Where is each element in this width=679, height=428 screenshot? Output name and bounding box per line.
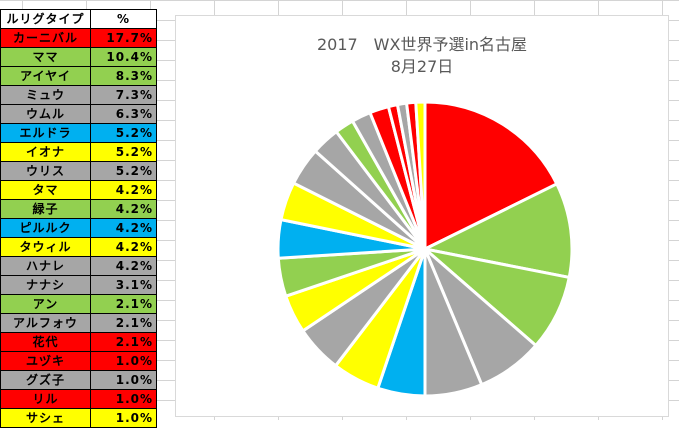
- table-row: ウムル 6.3%: [0, 104, 157, 124]
- percent-cell[interactable]: 17.7%: [90, 28, 157, 48]
- type-name-cell[interactable]: リル: [0, 389, 91, 409]
- table-row: 緑子 4.2%: [0, 199, 157, 219]
- type-name-cell[interactable]: 緑子: [0, 199, 91, 219]
- type-name-cell[interactable]: ママ: [0, 47, 91, 67]
- percent-cell[interactable]: 4.2%: [90, 256, 157, 276]
- type-name-cell[interactable]: サシェ: [0, 408, 91, 428]
- table-row: タマ 4.2%: [0, 180, 157, 200]
- type-name-cell[interactable]: アイヤイ: [0, 66, 91, 86]
- percent-cell[interactable]: 1.0%: [90, 351, 157, 371]
- table-row: グズ子 1.0%: [0, 370, 157, 390]
- type-name-cell[interactable]: カーニバル: [0, 28, 91, 48]
- type-name-cell[interactable]: ユヅキ: [0, 351, 91, 371]
- type-name-cell[interactable]: ウムル: [0, 104, 91, 124]
- table-row: タウィル 4.2%: [0, 237, 157, 257]
- table-row: ミュウ 7.3%: [0, 85, 157, 105]
- type-name-cell[interactable]: ナナシ: [0, 275, 91, 295]
- percent-cell[interactable]: 2.1%: [90, 332, 157, 352]
- chart-area[interactable]: 2017 WX世界予選in名古屋 8月27日: [175, 15, 669, 417]
- table-row: エルドラ 5.2%: [0, 123, 157, 143]
- percent-cell[interactable]: 10.4%: [90, 47, 157, 67]
- type-name-cell[interactable]: ウリス: [0, 161, 91, 181]
- table-row: カーニバル 17.7%: [0, 28, 157, 48]
- table-header-row: ルリグタイプ %: [0, 9, 157, 29]
- type-name-cell[interactable]: ハナレ: [0, 256, 91, 276]
- pie-slice-21[interactable]: [414, 100, 427, 250]
- table-row: アン 2.1%: [0, 294, 157, 314]
- chart-title: 2017 WX世界予選in名古屋: [316, 35, 528, 54]
- table-row: ウリス 5.2%: [0, 161, 157, 181]
- table-row: ママ 10.4%: [0, 47, 157, 67]
- percent-cell[interactable]: 4.2%: [90, 199, 157, 219]
- type-name-cell[interactable]: アン: [0, 294, 91, 314]
- percent-cell[interactable]: 7.3%: [90, 85, 157, 105]
- percent-cell[interactable]: 4.2%: [90, 180, 157, 200]
- type-name-cell[interactable]: タマ: [0, 180, 91, 200]
- usage-table: ルリグタイプ % カーニバル 17.7% ママ 10.4% アイヤイ 8.3% ミュウ 7.3…: [0, 9, 157, 428]
- percent-cell[interactable]: 2.1%: [90, 313, 157, 333]
- percent-cell[interactable]: 5.2%: [90, 123, 157, 143]
- header-type[interactable]: ルリグタイプ: [0, 9, 91, 29]
- table-row: アルフォウ 2.1%: [0, 313, 157, 333]
- table-row: 花代 2.1%: [0, 332, 157, 352]
- percent-cell[interactable]: 5.2%: [90, 142, 157, 162]
- percent-cell[interactable]: 1.0%: [90, 370, 157, 390]
- percent-cell[interactable]: 4.2%: [90, 237, 157, 257]
- percent-cell[interactable]: 1.0%: [90, 408, 157, 428]
- header-percent[interactable]: %: [90, 9, 157, 29]
- pie-slice-1[interactable]: [423, 100, 559, 252]
- chart-title-block: 2017 WX世界予選in名古屋 8月27日: [176, 34, 668, 78]
- table-body: カーニバル 17.7% ママ 10.4% アイヤイ 8.3% ミュウ 7.3% ウムル 6.3% エ…: [0, 28, 157, 428]
- table-row: ハナレ 4.2%: [0, 256, 157, 276]
- table-row: イオナ 5.2%: [0, 142, 157, 162]
- percent-cell[interactable]: 1.0%: [90, 389, 157, 409]
- percent-cell[interactable]: 5.2%: [90, 161, 157, 181]
- type-name-cell[interactable]: ミュウ: [0, 85, 91, 105]
- pie-slice-2[interactable]: [420, 181, 574, 280]
- type-name-cell[interactable]: アルフォウ: [0, 313, 91, 333]
- table-row: ピルルク 4.2%: [0, 218, 157, 238]
- type-name-cell[interactable]: エルドラ: [0, 123, 91, 143]
- table-row: リル 1.0%: [0, 389, 157, 409]
- pie-chart: [276, 100, 574, 398]
- table-row: アイヤイ 8.3%: [0, 66, 157, 86]
- chart-subtitle: 8月27日: [390, 57, 454, 76]
- type-name-cell[interactable]: グズ子: [0, 370, 91, 390]
- percent-cell[interactable]: 3.1%: [90, 275, 157, 295]
- table-row: サシェ 1.0%: [0, 408, 157, 428]
- type-name-cell[interactable]: 花代: [0, 332, 91, 352]
- percent-cell[interactable]: 4.2%: [90, 218, 157, 238]
- type-name-cell[interactable]: タウィル: [0, 237, 91, 257]
- percent-cell[interactable]: 2.1%: [90, 294, 157, 314]
- type-name-cell[interactable]: イオナ: [0, 142, 91, 162]
- percent-cell[interactable]: 6.3%: [90, 104, 157, 124]
- type-name-cell[interactable]: ピルルク: [0, 218, 91, 238]
- percent-cell[interactable]: 8.3%: [90, 66, 157, 86]
- table-row: ユヅキ 1.0%: [0, 351, 157, 371]
- table-row: ナナシ 3.1%: [0, 275, 157, 295]
